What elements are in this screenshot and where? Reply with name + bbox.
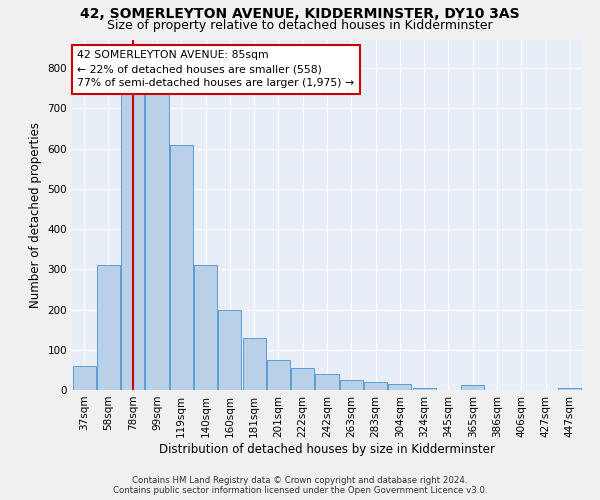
Bar bbox=[242, 338, 266, 390]
Text: Size of property relative to detached houses in Kidderminster: Size of property relative to detached ho… bbox=[107, 19, 493, 32]
Text: 42 SOMERLEYTON AVENUE: 85sqm
← 22% of detached houses are smaller (558)
77% of s: 42 SOMERLEYTON AVENUE: 85sqm ← 22% of de… bbox=[77, 50, 354, 88]
Bar bbox=[461, 385, 484, 390]
Bar bbox=[73, 366, 95, 390]
Y-axis label: Number of detached properties: Number of detached properties bbox=[29, 122, 42, 308]
X-axis label: Distribution of detached houses by size in Kidderminster: Distribution of detached houses by size … bbox=[159, 442, 495, 456]
Bar bbox=[388, 384, 412, 390]
Bar bbox=[559, 388, 581, 390]
Bar bbox=[267, 360, 290, 390]
Bar bbox=[194, 266, 217, 390]
Bar bbox=[145, 64, 169, 390]
Bar bbox=[316, 374, 338, 390]
Text: 42, SOMERLEYTON AVENUE, KIDDERMINSTER, DY10 3AS: 42, SOMERLEYTON AVENUE, KIDDERMINSTER, D… bbox=[80, 8, 520, 22]
Bar bbox=[218, 310, 241, 390]
Bar bbox=[170, 144, 193, 390]
Bar bbox=[121, 60, 144, 390]
Bar bbox=[413, 388, 436, 390]
Bar bbox=[364, 382, 387, 390]
Bar bbox=[291, 368, 314, 390]
Bar bbox=[340, 380, 363, 390]
Bar bbox=[97, 266, 120, 390]
Text: Contains HM Land Registry data © Crown copyright and database right 2024.
Contai: Contains HM Land Registry data © Crown c… bbox=[113, 476, 487, 495]
